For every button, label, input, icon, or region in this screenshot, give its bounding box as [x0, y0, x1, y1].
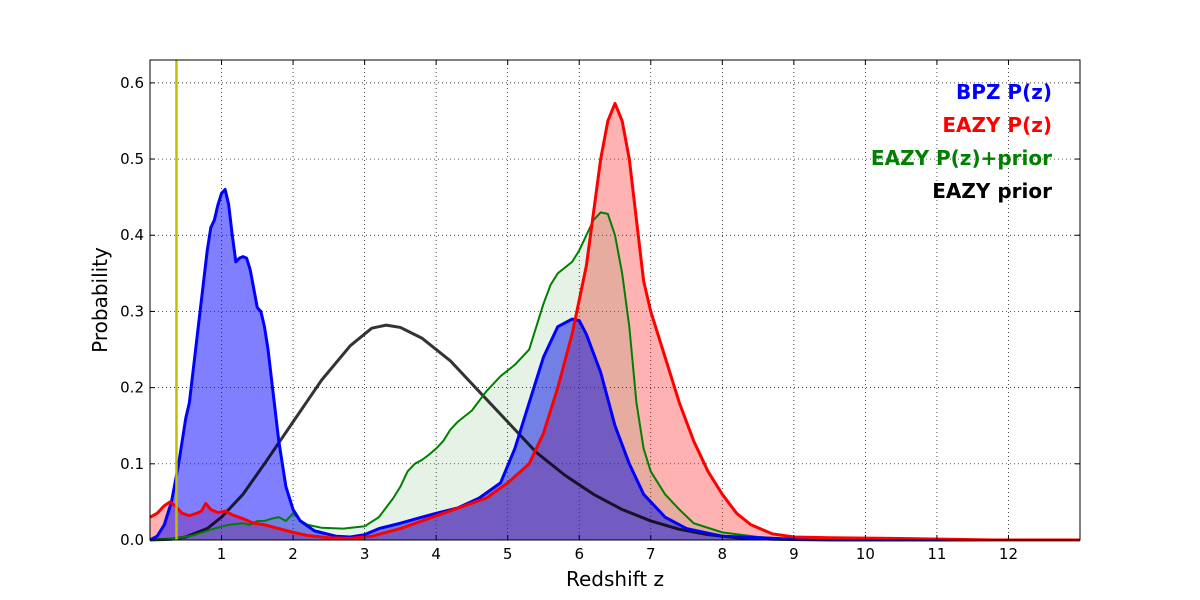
y-tick-label: 0.6 — [120, 74, 144, 92]
x-axis-ticks: 1 2 3 4 5 6 7 8 9 10 11 12 — [217, 60, 1018, 563]
series-line-eazy-p-z- — [149, 101, 1080, 542]
y-tick-label: 0.5 — [120, 150, 144, 168]
y-axis-ticks: 0.0 0.1 0.2 0.3 0.4 0.5 0.6 — [120, 74, 1080, 549]
legend-entry: EAZY prior — [932, 179, 1052, 203]
legend-entry: BPZ P(z) — [956, 80, 1052, 104]
legend: BPZ P(z) EAZY P(z) EAZY P(z)+prior EAZY pri… — [871, 80, 1052, 203]
series-layer — [149, 101, 1080, 542]
y-tick-label: 0.4 — [120, 226, 144, 244]
x-tick-label: 10 — [856, 545, 875, 563]
series-fill-eazy-p-z-prior — [150, 212, 1080, 540]
x-tick-label: 12 — [999, 545, 1018, 563]
series-fill-eazy-p-z- — [150, 103, 1080, 541]
x-tick-label: 8 — [718, 545, 728, 563]
y-axis-title: Probability — [88, 247, 112, 353]
legend-entry: EAZY P(z)+prior — [871, 146, 1052, 170]
series-line-eazy-prior — [149, 323, 1080, 542]
x-tick-label: 11 — [927, 545, 946, 563]
y-tick-label: 0.0 — [120, 531, 144, 549]
series-line-eazy-p-z-prior — [149, 211, 1080, 541]
x-tick-label: 5 — [503, 545, 513, 563]
x-tick-label: 4 — [431, 545, 441, 563]
legend-entry: EAZY P(z) — [942, 113, 1052, 137]
x-tick-label: 7 — [646, 545, 656, 563]
y-tick-label: 0.3 — [120, 302, 144, 320]
series-line-bpz-p-z- — [149, 188, 1080, 542]
plot-frame — [149, 59, 1081, 541]
x-tick-label: 1 — [217, 545, 227, 563]
y-tick-label: 0.1 — [120, 455, 144, 473]
x-tick-label: 3 — [360, 545, 370, 563]
series-fill-bpz-p-z- — [150, 189, 1080, 540]
x-tick-label: 2 — [288, 545, 298, 563]
x-tick-label: 9 — [789, 545, 799, 563]
x-axis-title: Redshift z — [566, 567, 664, 591]
x-tick-label: 6 — [574, 545, 584, 563]
y-tick-label: 0.2 — [120, 379, 144, 397]
